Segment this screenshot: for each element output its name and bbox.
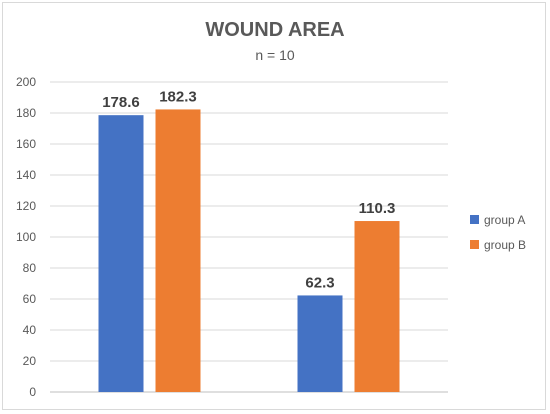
y-tick-label-1: 20 bbox=[23, 354, 37, 368]
legend: group A group B bbox=[470, 213, 526, 252]
bar-series0-cat0 bbox=[98, 115, 144, 393]
data-label-series1-cat0: 182.3 bbox=[159, 88, 197, 105]
chart-title: WOUND AREA bbox=[205, 19, 344, 41]
y-tick-label-9: 180 bbox=[16, 106, 36, 120]
bars bbox=[98, 109, 400, 393]
bar-series0-cat1 bbox=[297, 295, 343, 392]
y-tick-label-7: 140 bbox=[16, 168, 36, 182]
data-labels: 178.6 62.3 182.3 110.3 bbox=[102, 88, 395, 291]
y-tick-label-3: 60 bbox=[23, 292, 37, 306]
y-tick-label-2: 40 bbox=[23, 323, 37, 337]
y-tick-label-4: 80 bbox=[23, 261, 37, 275]
legend-swatch-0 bbox=[470, 215, 479, 224]
y-tick-label-6: 120 bbox=[16, 199, 36, 213]
y-tick-label-10: 200 bbox=[16, 75, 36, 89]
y-axis: 0 20 40 60 80 100 120 140 160 180 200 bbox=[16, 75, 36, 399]
y-tick-label-5: 100 bbox=[16, 230, 36, 244]
bar-series1-cat0 bbox=[155, 109, 201, 392]
legend-label-0: group A bbox=[484, 213, 525, 227]
legend-swatch-1 bbox=[470, 240, 479, 249]
data-label-series0-cat1: 62.3 bbox=[305, 274, 334, 291]
chart-subtitle: n = 10 bbox=[255, 47, 295, 63]
y-tick-label-8: 160 bbox=[16, 137, 36, 151]
y-tick-label-0: 0 bbox=[29, 385, 36, 399]
bar-series1-cat1 bbox=[354, 221, 400, 392]
legend-label-1: group B bbox=[484, 238, 526, 252]
data-label-series0-cat0: 178.6 bbox=[102, 94, 140, 111]
data-label-series1-cat1: 110.3 bbox=[359, 200, 396, 217]
